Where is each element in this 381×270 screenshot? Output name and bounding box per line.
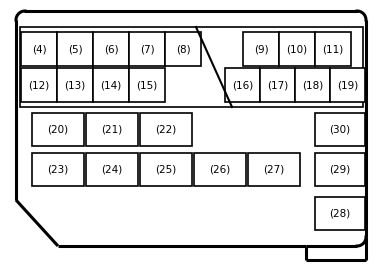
Text: (9): (9) <box>254 44 268 54</box>
Text: (24): (24) <box>101 164 123 174</box>
Bar <box>86 113 138 146</box>
Bar <box>315 32 351 66</box>
Text: (7): (7) <box>140 44 154 54</box>
Text: (21): (21) <box>101 124 123 134</box>
Text: (8): (8) <box>176 44 190 54</box>
Bar <box>248 153 300 185</box>
Bar <box>32 113 84 146</box>
Text: (11): (11) <box>322 44 344 54</box>
Text: (12): (12) <box>28 80 50 90</box>
Text: (18): (18) <box>302 80 323 90</box>
Text: (14): (14) <box>100 80 122 90</box>
Bar <box>57 32 93 66</box>
Bar <box>21 68 57 102</box>
Bar <box>57 68 93 102</box>
Bar <box>315 197 365 230</box>
Bar <box>243 32 279 66</box>
Bar <box>330 68 365 102</box>
Text: (6): (6) <box>104 44 118 54</box>
Bar <box>86 153 138 185</box>
Bar <box>295 68 330 102</box>
Bar <box>315 153 365 185</box>
Text: (22): (22) <box>155 124 177 134</box>
Bar <box>315 113 365 146</box>
Bar <box>21 32 57 66</box>
Text: (10): (10) <box>287 44 307 54</box>
Bar <box>140 113 192 146</box>
Text: (13): (13) <box>64 80 86 90</box>
Text: (30): (30) <box>330 124 351 134</box>
Bar <box>279 32 315 66</box>
Bar <box>165 32 201 66</box>
Text: (5): (5) <box>68 44 82 54</box>
Bar <box>194 153 246 185</box>
Text: (25): (25) <box>155 164 177 174</box>
Text: (17): (17) <box>267 80 288 90</box>
Bar <box>140 153 192 185</box>
Bar <box>129 32 165 66</box>
Text: (27): (27) <box>263 164 285 174</box>
Text: (4): (4) <box>32 44 46 54</box>
Text: (16): (16) <box>232 80 253 90</box>
Bar <box>225 68 260 102</box>
Text: (15): (15) <box>136 80 158 90</box>
Text: (20): (20) <box>48 124 69 134</box>
Bar <box>129 68 165 102</box>
Text: (29): (29) <box>330 164 351 174</box>
Text: (26): (26) <box>210 164 231 174</box>
Bar <box>32 153 84 185</box>
Text: (19): (19) <box>337 80 358 90</box>
Bar <box>93 68 129 102</box>
Text: (28): (28) <box>330 208 351 218</box>
Bar <box>20 27 363 107</box>
Text: (23): (23) <box>47 164 69 174</box>
Bar <box>93 32 129 66</box>
Bar <box>260 68 295 102</box>
